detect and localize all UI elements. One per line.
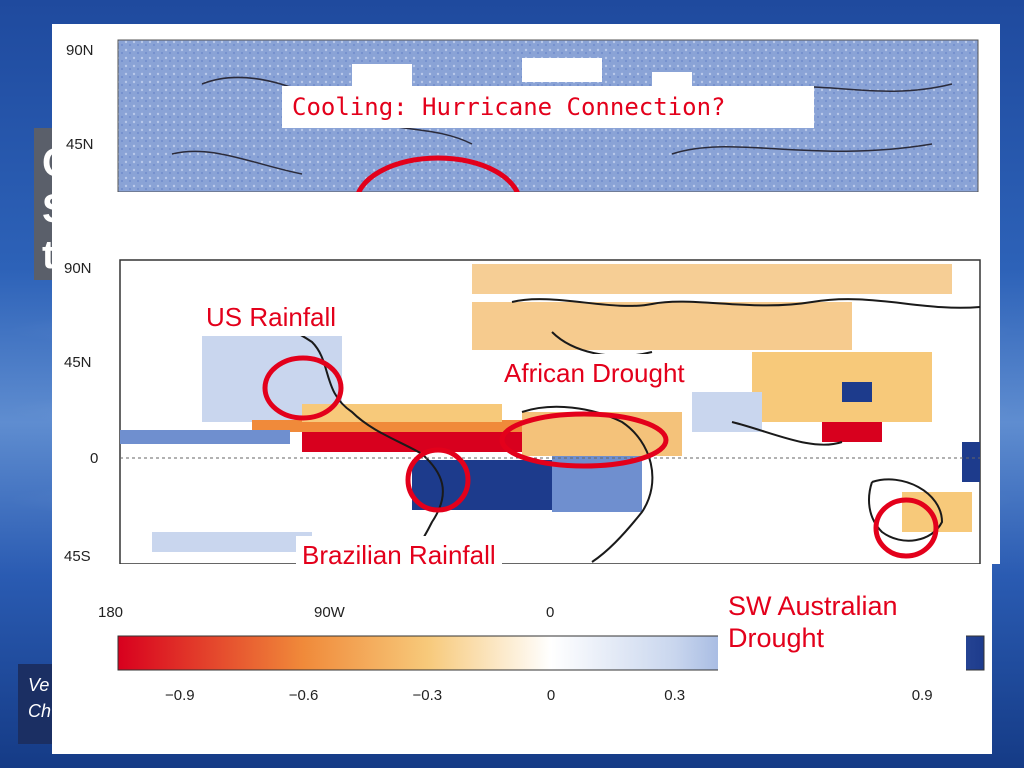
top-lat-label: 45N	[66, 136, 94, 153]
field-patch	[522, 412, 682, 456]
lon-label: 0	[546, 604, 555, 621]
colorbar-tick-label: 0	[547, 687, 555, 704]
lon-label: 90W	[314, 604, 345, 621]
field-patch	[822, 422, 882, 442]
bottom-correlation-map: 90N 45N 0 45S	[52, 192, 1000, 565]
colorbar-tick-label: 0.9	[912, 687, 933, 704]
bottom-lat-label: 45S	[64, 548, 91, 565]
colorbar-tick-label: 0.3	[664, 687, 685, 704]
bottom-lat-label: 45N	[64, 354, 92, 371]
us-rainfall-circle	[262, 355, 344, 421]
bottom-lat-label: 0	[90, 450, 99, 467]
african-drought-callout: African Drought	[496, 354, 693, 392]
top-map-gap	[522, 58, 602, 82]
colorbar-tick-label: −0.3	[412, 687, 442, 704]
top-map-red-circle	[356, 155, 520, 192]
bottom-map-graphic	[119, 259, 981, 564]
field-patch	[302, 430, 552, 452]
brazilian-rainfall-circle	[405, 447, 471, 513]
field-patch	[472, 302, 852, 350]
us-rainfall-callout: US Rainfall	[198, 298, 345, 336]
field-patch	[962, 442, 980, 482]
field-patch	[120, 430, 290, 444]
field-patch	[302, 404, 502, 422]
african-drought-circle	[499, 411, 669, 469]
colorbar-tick-label: −0.9	[165, 687, 195, 704]
field-patch	[842, 382, 872, 402]
field-patch	[472, 264, 952, 294]
sw-australian-drought-callout: SW Australian Drought	[718, 586, 966, 676]
colorbar-tick-label: −0.6	[289, 687, 319, 704]
brazilian-rainfall-callout: Brazilian Rainfall	[296, 536, 502, 574]
bottom-lat-label: 90N	[64, 260, 92, 277]
lon-label: 180	[98, 604, 124, 621]
field-patch	[252, 420, 572, 432]
field-patch	[692, 392, 762, 432]
top-lat-label: 90N	[66, 42, 94, 59]
field-patch	[152, 532, 312, 552]
cooling-hurricane-callout: Cooling: Hurricane Connection?	[282, 86, 814, 128]
sw-australia-circle	[873, 497, 939, 559]
